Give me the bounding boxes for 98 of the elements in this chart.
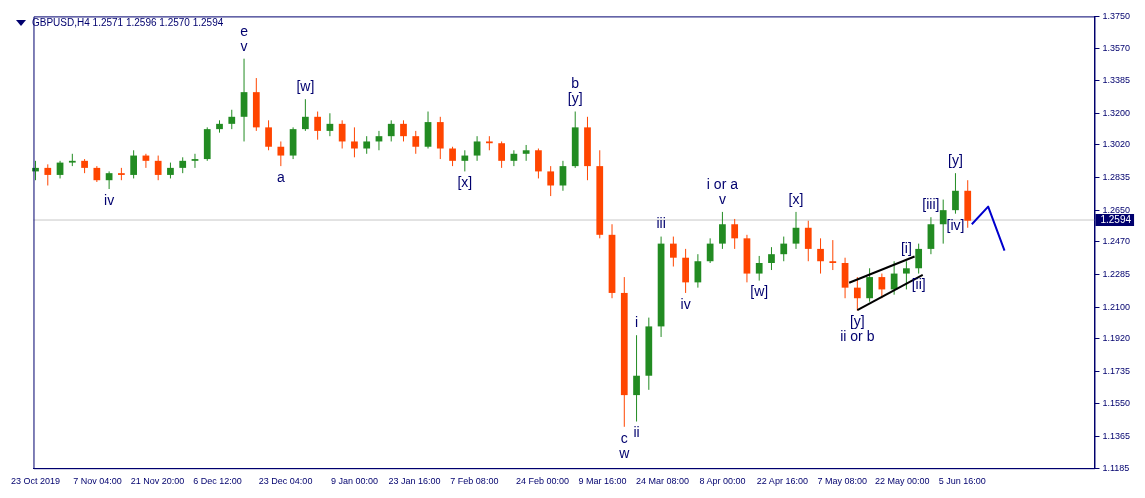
candlestick [780,236,788,262]
candlestick [804,220,812,262]
candlestick [939,199,947,245]
annotation: [w] [296,78,315,95]
annotation: ii or b [840,328,875,345]
candlestick [412,130,420,155]
x-tick-label: 24 Feb 00:00 [515,476,570,487]
candlestick [338,119,346,150]
annotation: [y] [567,90,583,107]
candlestick [44,163,52,186]
annotation: iii [656,215,666,232]
y-tick-label: 1.2650 [1102,204,1130,215]
candlestick [903,260,910,290]
candlestick [853,276,861,312]
candlestick [669,236,677,268]
candlestick [449,146,456,167]
annotation: [x] [457,174,473,191]
annotation: [y] [849,313,865,330]
y-tick-label: 1.1550 [1102,398,1130,409]
candlestick [952,172,959,215]
annotation: c [620,429,628,446]
x-tick-label: 7 May 08:00 [817,476,868,487]
candlestick [792,211,800,250]
y-tick-label: 1.3385 [1102,75,1130,86]
annotation: w [618,444,631,461]
candlestick [915,243,923,275]
chart-title: GBPUSD,H4 1.2571 1.2596 1.2570 1.2594 [32,17,224,28]
candlestick [191,153,199,169]
x-tick-label: 9 Mar 16:00 [578,476,627,487]
candlestick [130,149,138,179]
y-tick-label: 1.1735 [1102,365,1130,376]
annotation: iv [104,191,115,208]
annotation: v [718,190,726,207]
candlestick [706,237,714,264]
x-tick-label: 7 Feb 08:00 [450,476,499,487]
x-tick-label: 23 Dec 04:00 [258,476,313,487]
annotation: a [276,168,285,185]
candlestick [314,111,322,141]
candlestick [866,267,873,303]
annotation: ii [633,424,640,441]
annotation: [y] [948,152,963,169]
candlestick [351,126,358,158]
x-tick-label: 21 Nov 20:00 [130,476,185,487]
annotation: [iii] [922,196,940,213]
candlestick [547,165,555,197]
x-tick-label: 7 Nov 04:00 [73,476,122,487]
annotation: e [240,22,249,39]
candlestick [302,98,309,132]
candlestick [461,149,469,172]
x-tick-label: 24 Mar 08:00 [635,476,689,487]
y-tick-label: 1.3570 [1102,42,1130,53]
candlestick [633,334,640,423]
y-tick-label: 1.2100 [1102,301,1130,312]
x-tick-label: 8 Apr 00:00 [699,476,746,487]
candlestick [228,109,236,130]
annotation: b [571,75,580,92]
ref-line-label: 1.2594 [1100,213,1132,225]
x-tick-label: 23 Jan 16:00 [388,476,441,487]
x-tick-label: 6 Dec 12:00 [193,476,242,487]
annotation: i or a [706,175,739,192]
x-tick-label: 9 Jan 00:00 [330,476,378,487]
candlestick [498,140,505,169]
candlestick [829,239,837,271]
candlestick [154,155,162,181]
annotation: [x] [788,190,804,207]
y-tick-label: 1.2470 [1102,236,1130,247]
candlestick [473,135,481,162]
y-tick-label: 1.3750 [1102,10,1130,21]
annotation: [iv] [946,216,965,233]
candlestick [731,218,739,250]
candlestick [535,148,542,179]
annotation: i [634,314,639,331]
candlestick [387,119,395,142]
annotation: [w] [750,283,769,300]
annotation: [ii] [911,276,926,293]
candlestick [265,119,272,151]
annotation: iv [680,295,691,312]
y-tick-label: 1.2285 [1102,268,1130,279]
y-tick-label: 1.2835 [1102,172,1130,183]
x-tick-label: 22 Apr 16:00 [756,476,808,487]
x-tick-label: 22 May 00:00 [875,476,930,487]
candlestick [817,237,824,275]
candlestick [719,211,726,250]
x-tick-label: 5 Jun 16:00 [938,476,986,487]
y-tick-label: 1.1365 [1102,430,1130,441]
candlestick [400,119,407,142]
y-tick-label: 1.3020 [1102,139,1130,150]
x-tick-label: 23 Oct 2019 [11,476,61,487]
y-tick-label: 1.1920 [1102,333,1130,344]
y-tick-label: 1.3200 [1102,107,1130,118]
candlestick [890,260,898,296]
candlestick [277,140,285,167]
candlestick [768,246,775,271]
candlestick [878,273,886,299]
annotation: [i] [900,240,912,257]
candlestick [755,255,763,282]
annotation: v [240,37,248,54]
y-tick-label: 1.1185 [1102,462,1130,473]
